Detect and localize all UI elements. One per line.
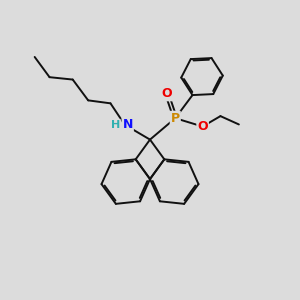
Text: O: O [197,120,208,133]
Text: H: H [111,120,120,130]
Text: N: N [122,118,133,131]
Text: O: O [162,87,172,100]
Text: P: P [171,112,180,125]
